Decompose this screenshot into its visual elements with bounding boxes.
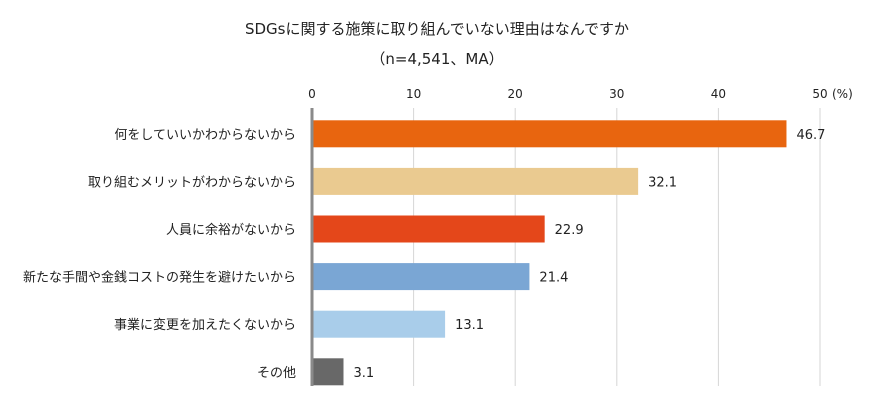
- bar: [312, 263, 530, 291]
- bar: [312, 215, 545, 243]
- value-label: 46.7: [796, 128, 825, 143]
- value-label: 21.4: [539, 271, 568, 286]
- category-label: 何をしていいかわからないから: [114, 127, 296, 143]
- x-tick-label: 30: [609, 87, 624, 101]
- x-unit-label: (%): [832, 87, 853, 101]
- x-tick-label: 50: [812, 87, 827, 101]
- category-label: 取り組むメリットがわからないから: [88, 175, 296, 190]
- bar: [312, 120, 787, 148]
- x-tick-label: 10: [406, 87, 421, 101]
- category-label: その他: [257, 366, 296, 381]
- x-tick-label: 40: [711, 87, 726, 101]
- x-tick-label: 0: [308, 87, 316, 101]
- x-tick-label: 20: [508, 87, 523, 101]
- bar: [312, 358, 344, 386]
- category-label: 人員に余裕がないから: [166, 222, 296, 238]
- value-label: 13.1: [455, 318, 484, 333]
- value-label: 3.1: [353, 366, 374, 381]
- bar: [312, 167, 639, 195]
- value-label: 22.9: [555, 223, 584, 238]
- category-label: 新たな手間や金銭コストの発生を避けたいから: [23, 270, 296, 286]
- chart-title: SDGsに関する施策に取り組んでいない理由はなんですか: [244, 20, 629, 38]
- value-label: 32.1: [648, 175, 677, 190]
- chart-subtitle: （n=4,541、MA）: [370, 50, 504, 68]
- bar: [312, 310, 446, 338]
- category-label: 事業に変更を加えたくないから: [114, 317, 296, 333]
